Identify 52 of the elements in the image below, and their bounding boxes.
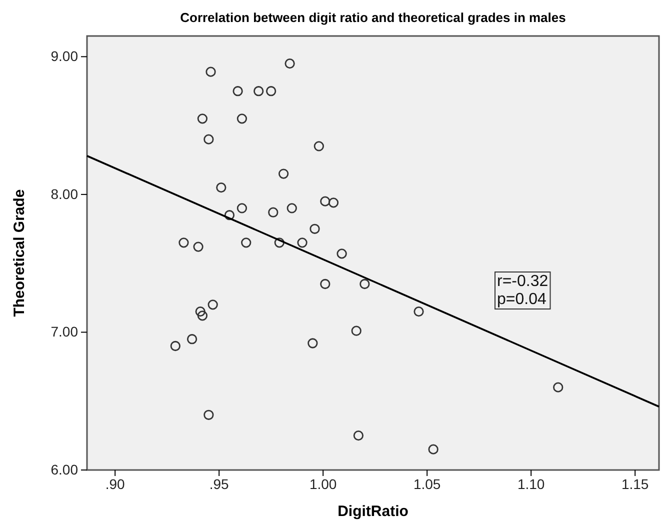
y-tick-label: 7.00 bbox=[50, 324, 78, 340]
point bbox=[553, 382, 564, 392]
point bbox=[254, 86, 264, 96]
point bbox=[360, 278, 370, 290]
point bbox=[193, 242, 204, 252]
x-tick-label: 1.15 bbox=[621, 476, 649, 492]
x-tick-label: 1.10 bbox=[517, 476, 545, 492]
point bbox=[204, 410, 214, 420]
annotation: r=-0.32 p=0.04 bbox=[497, 273, 548, 308]
x-tick-label: 1.05 bbox=[413, 476, 441, 492]
chart-title: Correlation between digit ratio and theoretical grades in males bbox=[180, 10, 566, 25]
x-axis-title: DigitRatio bbox=[338, 503, 408, 520]
x-tick-label: .95 bbox=[209, 476, 230, 492]
point bbox=[428, 444, 438, 454]
point bbox=[216, 182, 226, 193]
point bbox=[197, 114, 208, 124]
point bbox=[170, 340, 180, 352]
point bbox=[336, 248, 347, 259]
y-tick-label: 6.00 bbox=[50, 461, 78, 478]
point bbox=[236, 114, 248, 124]
point bbox=[414, 306, 424, 317]
point bbox=[320, 196, 330, 206]
point bbox=[278, 168, 289, 179]
point bbox=[206, 66, 216, 77]
point bbox=[353, 430, 364, 441]
point bbox=[268, 207, 278, 218]
point bbox=[195, 306, 206, 317]
y-axis-title: Theoretical Grade bbox=[11, 189, 28, 317]
y-tick-label: 8.00 bbox=[50, 186, 78, 202]
point bbox=[286, 203, 297, 214]
point bbox=[197, 310, 208, 321]
point bbox=[266, 86, 276, 96]
point bbox=[320, 278, 330, 290]
point bbox=[178, 238, 189, 248]
point bbox=[224, 210, 235, 220]
point bbox=[308, 338, 318, 348]
point bbox=[204, 134, 214, 144]
x-tick-label: .90 bbox=[105, 476, 126, 492]
point bbox=[186, 334, 198, 344]
point bbox=[284, 58, 295, 69]
point bbox=[351, 326, 362, 336]
point bbox=[232, 86, 243, 96]
point bbox=[236, 203, 248, 214]
point bbox=[314, 141, 324, 152]
point bbox=[328, 198, 339, 208]
x-tick-label: 1.00 bbox=[309, 476, 337, 492]
point bbox=[208, 300, 218, 310]
point bbox=[297, 238, 308, 248]
y-tick-label: 9.00 bbox=[50, 48, 78, 64]
point bbox=[274, 238, 284, 248]
point bbox=[241, 238, 252, 248]
point bbox=[310, 224, 320, 234]
